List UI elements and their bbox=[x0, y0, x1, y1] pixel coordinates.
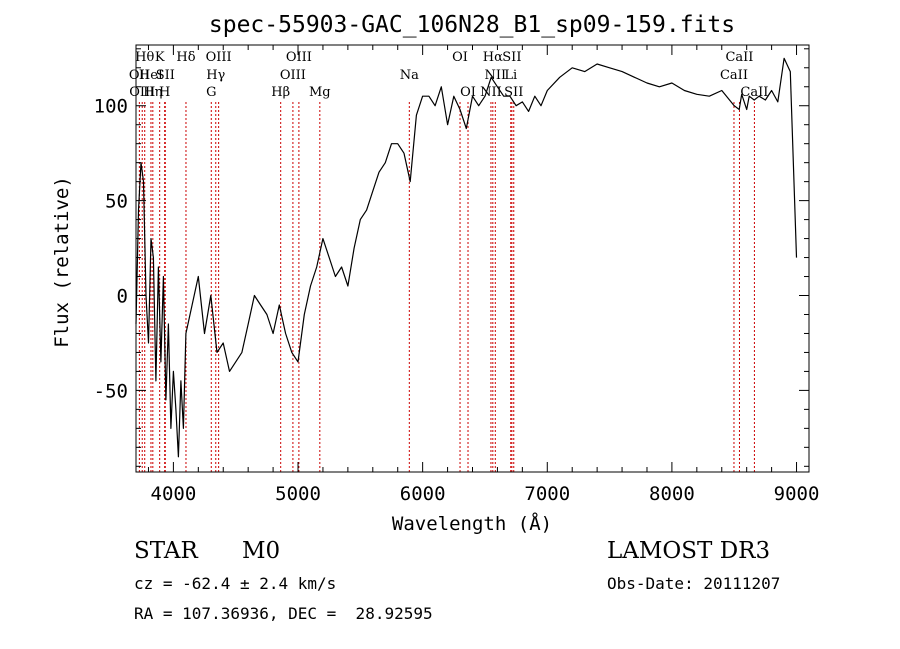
spectral-line-label: CaII bbox=[740, 85, 768, 100]
spectral-line-label: OIII bbox=[206, 50, 232, 65]
spectral-line-label: OIII bbox=[280, 68, 306, 83]
spectral-line-label: SII bbox=[504, 85, 523, 100]
object-subclass: M0 bbox=[242, 538, 281, 564]
x-tick-label: 4000 bbox=[151, 483, 197, 505]
y-tick-label: -50 bbox=[94, 380, 128, 402]
x-tick-label: 8000 bbox=[649, 483, 695, 505]
coordinates: RA = 107.36936, DEC = 28.92595 bbox=[134, 604, 433, 623]
x-tick-label: 6000 bbox=[400, 483, 446, 505]
x-axis-label: Wavelength (Å) bbox=[392, 512, 552, 535]
y-tick-label: 50 bbox=[105, 191, 128, 213]
object-class: STAR bbox=[134, 538, 198, 564]
spectral-line-label: Hγ bbox=[206, 68, 225, 83]
axis-ticks: 4000 5000 6000 7000 8000 9000 -50 0 50 100 bbox=[94, 45, 820, 505]
spectral-line-label: OI bbox=[452, 50, 468, 65]
spectrum-line bbox=[135, 57, 798, 458]
y-tick-label: 0 bbox=[117, 286, 128, 308]
spectral-line-label: SII bbox=[502, 50, 521, 65]
spectral-line-label: Hη bbox=[143, 85, 162, 100]
x-tick-label: 5000 bbox=[275, 483, 321, 505]
x-tick-label: 7000 bbox=[524, 483, 570, 505]
spectral-line-label: CaII bbox=[720, 68, 748, 83]
chart-title: spec-55903-GAC_106N28_B1_sp09-159.fits bbox=[209, 12, 735, 38]
spectral-line-markers bbox=[138, 102, 755, 472]
spectral-line-label: Li bbox=[504, 68, 517, 83]
plot-frame bbox=[135, 44, 810, 473]
spectral-line-label: Hθ bbox=[135, 50, 154, 65]
x-tick-label: 9000 bbox=[774, 483, 820, 505]
spectral-line-label: Hδ bbox=[176, 50, 195, 65]
spectral-line-label: NII bbox=[484, 68, 506, 83]
survey-name: LAMOST DR3 bbox=[607, 538, 771, 564]
spectral-line-label: G bbox=[206, 85, 216, 100]
spectral-line-label: Hα bbox=[483, 50, 503, 65]
spectral-line-label: Hβ bbox=[271, 85, 290, 100]
spectral-line-labels: OIIOIIIHθHeIHηKHSIIHδGHγOIIIHβOIIIOIIIMg… bbox=[129, 50, 769, 100]
spectrum-series bbox=[135, 57, 798, 458]
redshift-velocity: cz = -62.4 ± 2.4 km/s bbox=[134, 574, 337, 593]
spectral-line-label: H bbox=[159, 85, 170, 100]
spectral-line-label: Mg bbox=[309, 85, 331, 100]
spectral-line-label: OIII bbox=[286, 50, 312, 65]
spectral-line-label: SII bbox=[156, 68, 175, 83]
spectral-line-label: CaII bbox=[725, 50, 753, 65]
y-axis-label: Flux (relative) bbox=[51, 176, 73, 348]
spectral-line-label: HeI bbox=[139, 68, 163, 83]
observation-date: Obs-Date: 20111207 bbox=[607, 574, 781, 593]
spectral-line-label: OII bbox=[129, 68, 150, 83]
y-tick-label: 100 bbox=[94, 96, 128, 118]
spectral-line-label: Na bbox=[400, 68, 419, 83]
spectral-line-label: K bbox=[155, 50, 165, 65]
